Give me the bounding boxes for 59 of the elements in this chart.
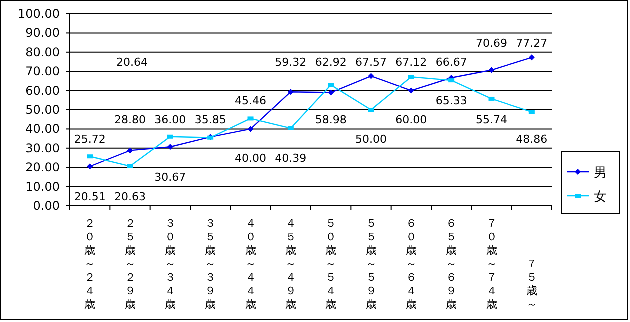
- x-tick-label: ５５歳～５９歳: [366, 217, 377, 311]
- legend-label: 女: [594, 190, 607, 205]
- data-label: 65.33: [436, 94, 468, 108]
- data-label: 62.92: [315, 56, 347, 69]
- y-tick-label: 70.00: [26, 64, 60, 79]
- data-label: 20.51: [74, 190, 106, 204]
- point: [368, 73, 374, 80]
- point: [528, 54, 535, 61]
- data-label: 45.46: [235, 94, 266, 108]
- y-tick-label: 0.00: [33, 199, 60, 213]
- y-tick-label: 10.00: [26, 180, 60, 194]
- y-tick-label: 90.00: [26, 26, 60, 40]
- x-tick-label: ３５歳～３９歳: [205, 217, 216, 311]
- y-tick-label: 100.00: [18, 7, 60, 21]
- point: [87, 164, 94, 170]
- data-label: 30.67: [154, 171, 186, 184]
- data-label: 58.98: [315, 114, 347, 127]
- data-label: 35.85: [194, 114, 226, 127]
- data-label: 55.74: [476, 114, 508, 127]
- point: [328, 90, 334, 96]
- x-tick-label: ４５歳～４９歳: [285, 217, 296, 311]
- data-label: 36.00: [154, 114, 186, 127]
- data-label: 70.69: [476, 36, 508, 50]
- data-label: 67.12: [396, 56, 428, 69]
- x-tick-label: ２０歳～２４歳: [84, 217, 96, 311]
- point: [408, 88, 414, 94]
- y-tick-label: 20.00: [26, 160, 60, 175]
- x-tick-label: ４０歳～４４歳: [245, 217, 256, 311]
- point: [127, 148, 134, 154]
- y-tick-label: 40.00: [26, 122, 60, 136]
- data-label: 25.72: [74, 132, 106, 146]
- data-label: 59.32: [275, 56, 307, 69]
- annotation: 20.64: [116, 56, 148, 69]
- x-tick-label: ６５歳～６９歳: [446, 217, 458, 311]
- point: [488, 67, 495, 74]
- data-label: 77.27: [516, 36, 548, 50]
- data-label: 48.86: [516, 132, 548, 146]
- x-tick-label: ６０歳～６４歳: [406, 217, 417, 311]
- legend-label: 男: [594, 166, 607, 181]
- data-label: 40.00: [235, 152, 266, 165]
- data-label: 50.00: [356, 132, 387, 146]
- point: [167, 144, 174, 150]
- x-tick-label: ７０歳～７４歳: [486, 217, 498, 311]
- data-label: 20.63: [114, 190, 146, 204]
- x-tick-label: ３０歳～３４歳: [164, 217, 176, 311]
- x-tick-label: ７５歳～: [526, 258, 538, 311]
- x-tick-label: ５０歳～５４歳: [326, 217, 337, 311]
- point: [288, 89, 294, 96]
- data-label: 28.80: [114, 114, 146, 127]
- y-tick-label: 50.00: [26, 103, 60, 117]
- data-label: 40.39: [275, 152, 307, 165]
- y-tick-label: 60.00: [26, 84, 60, 98]
- data-label: 66.67: [436, 56, 468, 69]
- point: [248, 126, 254, 132]
- x-tick-label: ２５歳～２９歳: [124, 217, 136, 311]
- data-label: 67.57: [356, 56, 387, 69]
- y-tick-label: 30.00: [26, 141, 60, 156]
- data-label: 60.00: [396, 114, 428, 127]
- y-tick-label: 80.00: [26, 45, 60, 60]
